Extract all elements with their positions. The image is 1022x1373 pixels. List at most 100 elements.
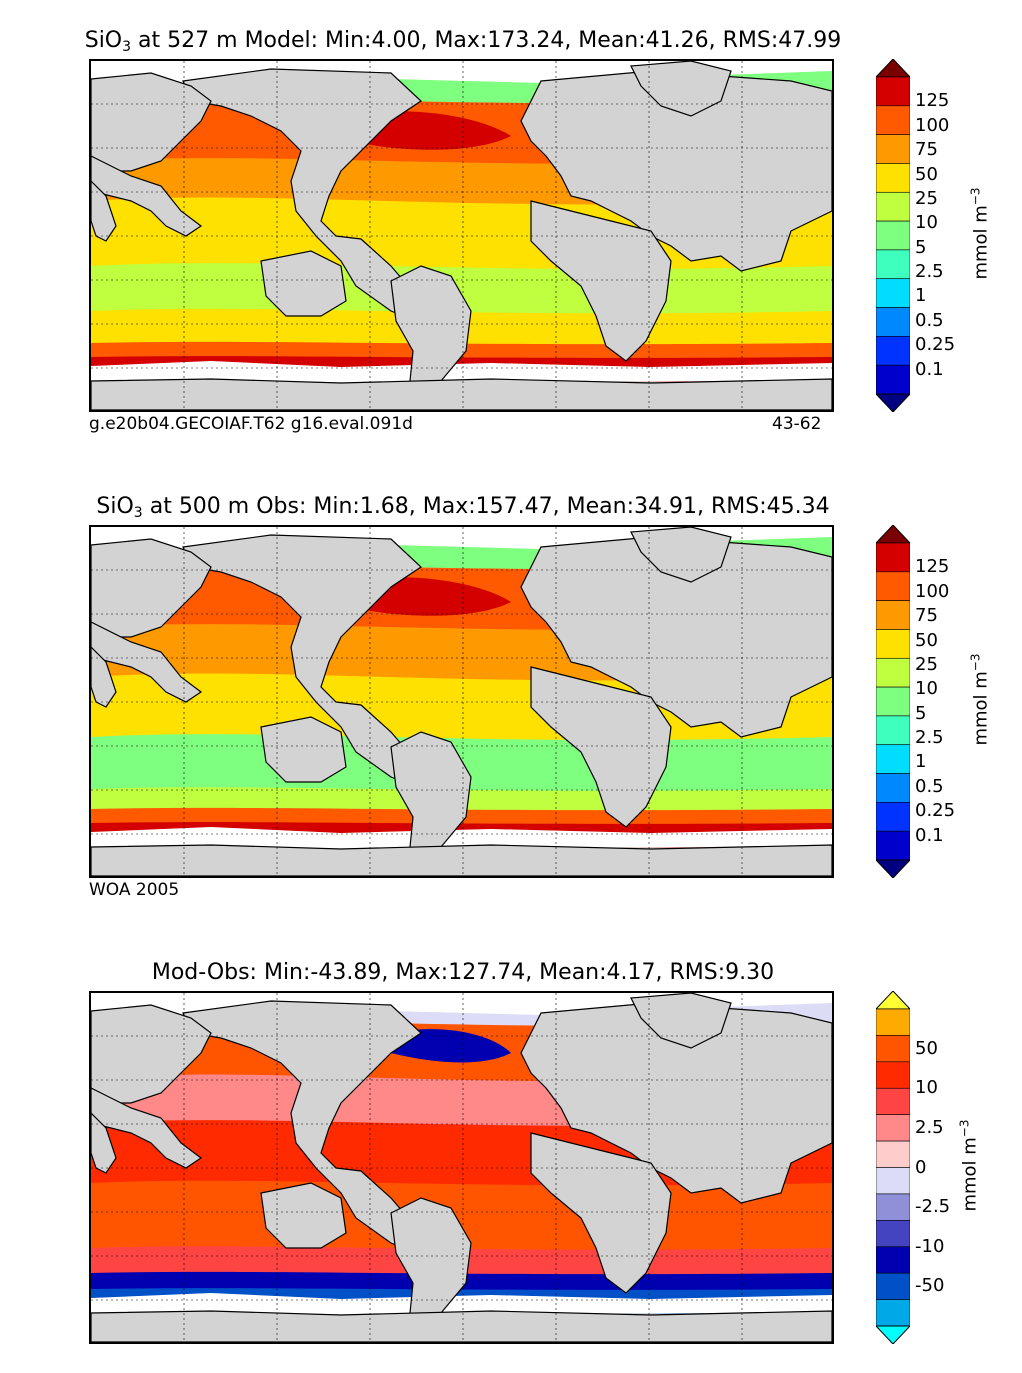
cbar0-segment: [875, 134, 911, 164]
cbar2-segment: [875, 1272, 911, 1300]
map1-india-land: [91, 646, 117, 708]
cbar1-tick-label: 75: [915, 605, 938, 627]
obs-colorbar-units: mmol m−3: [968, 653, 992, 746]
cbar0-tick-label: 0.5: [915, 309, 944, 331]
cbar2-segment: [875, 1193, 911, 1221]
map2-australia-land: [260, 1182, 347, 1249]
cbar2-segment: [875, 1220, 911, 1248]
cbar2-tick-label: -10: [915, 1235, 945, 1257]
cbar0-tick-label: 5: [915, 236, 927, 258]
cbar0-segment: [875, 307, 911, 337]
cbar1-segment: [875, 744, 911, 774]
map0-australia-land: [260, 250, 347, 317]
model-case-name: g.e20b04.GECOIAF.T62 g16.eval.091d: [89, 414, 413, 434]
cbar1-max-triangle: [874, 524, 912, 544]
map0-antarctica-land: [91, 378, 832, 410]
cbar1-segment: [875, 686, 911, 717]
cbar0-segment: [875, 364, 911, 395]
cbar2-tick-label: 2.5: [915, 1116, 944, 1138]
cbar0-tick-label: 0.1: [915, 358, 944, 380]
cbar2-segment: [875, 1087, 911, 1115]
cbar0-segment: [875, 220, 911, 251]
cbar2-segment: [875, 1246, 911, 1274]
cbar1-tick-label: 0.5: [915, 775, 944, 797]
model-colorbar: [874, 58, 912, 413]
map1-australia-land: [260, 716, 347, 783]
cbar1-segment: [875, 830, 911, 861]
cbar2-tick-label: -50: [915, 1275, 945, 1297]
map2-europe-asia-land: [520, 1002, 832, 1204]
panel3-title: Mod-Obs: Min:-43.89, Max:127.74, Mean:4.…: [151, 960, 775, 985]
cbar2-max-triangle: [874, 990, 912, 1010]
difference-map: [89, 991, 834, 1344]
map0-greenland-land: [630, 61, 732, 117]
map2-se-asia-land: [91, 1087, 203, 1169]
cbar1-tick-label: 5: [915, 702, 927, 724]
cbar0-tick-label: 0.25: [915, 334, 956, 356]
cbar1-tick-label: 2.5: [915, 727, 944, 749]
map2-svg: [91, 993, 832, 1342]
cbar1-segment: [875, 715, 911, 746]
cbar1-segment: [875, 657, 911, 688]
map2-sea-ice-1: [91, 1293, 832, 1315]
obs-silicate-map: [89, 525, 834, 878]
map0-india-land: [91, 180, 117, 242]
map0-africa-land: [530, 200, 672, 362]
panel2-title: SiO3 at 500 m Obs: Min:1.68, Max:157.47,…: [96, 494, 830, 521]
cbar2-tick-label: 50: [915, 1037, 938, 1059]
panel1-title: SiO3 at 527 m Model: Min:4.00, Max:173.2…: [84, 28, 842, 55]
cbar0-segment: [875, 278, 911, 308]
cbar2-segment: [875, 1114, 911, 1142]
cbar2-tick-label: 10: [915, 1077, 938, 1099]
cbar0-segment: [875, 249, 911, 280]
cbar0-segment: [875, 76, 911, 107]
cbar1-tick-label: 100: [915, 580, 950, 602]
map1-africa-land: [530, 666, 672, 828]
cbar2-tick-label: -2.5: [915, 1196, 951, 1218]
model-years-label: 43-62: [772, 414, 822, 434]
map1-europe-asia-land: [520, 536, 832, 738]
cbar1-svg: [874, 524, 912, 879]
model-silicate-map: [89, 59, 834, 412]
map2-ocean-band-2: [391, 1029, 511, 1063]
cbar2-segment: [875, 1008, 911, 1036]
map1-sea-ice-1: [91, 827, 832, 849]
cbar0-tick-label: 125: [915, 90, 950, 112]
cbar1-segment: [875, 773, 911, 803]
cbar1-segment: [875, 802, 911, 832]
obs-source-label: WOA 2005: [89, 880, 180, 900]
cbar0-tick-label: 2.5: [915, 261, 944, 283]
cbar1-tick-label: 1: [915, 751, 927, 773]
map0-svg: [91, 61, 832, 410]
cbar0-segment: [875, 105, 911, 135]
cbar2-segment: [875, 1061, 911, 1089]
difference-colorbar-units: mmol m−3: [957, 1119, 981, 1212]
cbar1-tick-label: 25: [915, 653, 938, 675]
map0-se-asia-land: [91, 155, 203, 237]
map0-europe-asia-land: [520, 70, 832, 272]
map1-svg: [91, 527, 832, 876]
cbar1-segment: [875, 600, 911, 630]
difference-colorbar: [874, 990, 912, 1345]
map0-sea-ice-1: [91, 361, 832, 383]
map2-india-land: [91, 1112, 117, 1174]
cbar2-segment: [875, 1140, 911, 1168]
cbar2-segment: [875, 1299, 911, 1327]
map1-antarctica-land: [91, 844, 832, 876]
cbar1-min-triangle: [874, 859, 912, 879]
cbar1-tick-label: 0.1: [915, 824, 944, 846]
map2-greenland-land: [630, 993, 732, 1049]
cbar0-tick-label: 10: [915, 212, 938, 234]
cbar0-max-triangle: [874, 58, 912, 78]
cbar2-segment: [875, 1035, 911, 1063]
cbar1-tick-label: 10: [915, 678, 938, 700]
model-colorbar-units: mmol m−3: [968, 187, 992, 280]
cbar0-tick-label: 25: [915, 187, 938, 209]
cbar2-svg: [874, 990, 912, 1345]
cbar0-segment: [875, 163, 911, 193]
cbar1-segment: [875, 571, 911, 601]
cbar0-tick-label: 1: [915, 285, 927, 307]
cbar2-min-triangle: [874, 1325, 912, 1345]
cbar1-tick-label: 125: [915, 556, 950, 578]
cbar0-segment: [875, 336, 911, 366]
